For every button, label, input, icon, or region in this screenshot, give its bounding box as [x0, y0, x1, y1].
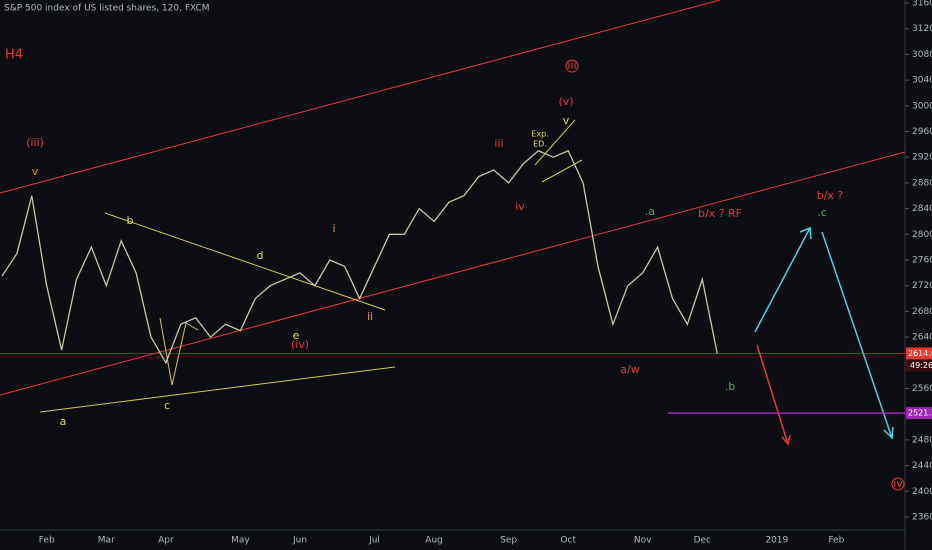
- y-tick-label: 3160.0: [912, 0, 932, 9]
- x-tick-label: Dec: [694, 536, 711, 546]
- y-tick-label: 2880.0: [912, 178, 932, 188]
- trend-line: [39, 366, 396, 413]
- wave-label: ii: [367, 310, 373, 323]
- x-tick-label: Aug: [425, 536, 443, 546]
- wave-label: (iv): [291, 338, 309, 351]
- wave-label: e: [293, 329, 300, 342]
- wave-label: v: [32, 165, 39, 178]
- wave-label: .b: [725, 380, 735, 393]
- wedge: [534, 119, 576, 166]
- price-label-box: [906, 347, 932, 360]
- chart-title: S&P 500 index of US listed shares, 120, …: [4, 4, 210, 14]
- countdown: 49:26: [910, 361, 932, 370]
- wave-label: (v): [558, 95, 573, 108]
- circle-mark: [891, 477, 905, 491]
- wave-label: .c: [817, 206, 827, 219]
- price-line: [1, 149, 718, 365]
- wave-label: v: [563, 114, 570, 127]
- x-tick-label: Nov: [634, 536, 652, 546]
- wave-label: a: [60, 415, 67, 428]
- projection-arrow: [756, 344, 789, 445]
- arrow-head: [799, 226, 812, 240]
- arrow-head: [781, 434, 791, 446]
- wave-label: iv: [893, 477, 903, 490]
- x-tick-label: Oct: [560, 536, 576, 546]
- wave-label: (iii): [26, 136, 44, 149]
- wave-label: iv: [515, 200, 525, 213]
- wave-label: .a: [645, 205, 655, 218]
- x-tick-label: Jun: [292, 536, 307, 546]
- trend-line: [104, 212, 386, 311]
- price-label: 2521.7: [908, 409, 932, 418]
- projection-arrow: [821, 231, 893, 439]
- y-tick-label: 2440.0: [912, 461, 932, 471]
- y-tick-label: 2760.0: [912, 256, 932, 266]
- x-tick-label: Jul: [368, 536, 380, 546]
- wave-label: Exp.: [531, 130, 548, 139]
- wave-label: ED.: [533, 140, 547, 149]
- y-tick-label: 2960.0: [912, 127, 932, 137]
- x-tick-label: Mar: [98, 536, 115, 546]
- price-label-box: [906, 407, 932, 420]
- x-tick-label: Sep: [500, 536, 517, 546]
- price-label: 2614.6: [908, 349, 932, 358]
- projection-arrow: [754, 227, 811, 333]
- wave-label: H4: [5, 48, 23, 63]
- x-tick-label: Feb: [828, 536, 844, 546]
- channel-line: [0, 151, 906, 396]
- wave-label: a/w: [620, 363, 639, 376]
- circle-mark: [565, 59, 579, 73]
- y-tick-label: 2560.0: [912, 384, 932, 394]
- wave-label: b/x ?: [817, 189, 844, 202]
- y-tick-label: 3120.0: [912, 24, 932, 34]
- x-tick-label: Feb: [39, 536, 55, 546]
- arrow-head: [883, 426, 894, 440]
- channel-line: [0, 0, 721, 194]
- x-tick-label: Apr: [158, 536, 174, 546]
- y-tick-label: 2800.0: [912, 230, 932, 240]
- wave-label: c: [164, 399, 170, 412]
- wave-label: b/x ? RF: [698, 207, 742, 220]
- y-tick-label: 3080.0: [912, 50, 932, 60]
- wave-label: b: [127, 214, 134, 227]
- x-tick-label: May: [231, 536, 250, 546]
- y-tick-label: 2400.0: [912, 487, 932, 497]
- wedge: [159, 317, 199, 386]
- wave-label: iii: [567, 59, 576, 72]
- y-tick-label: 2360.0: [912, 513, 932, 523]
- y-tick-label: 2840.0: [912, 204, 932, 214]
- y-tick-label: 3040.0: [912, 76, 932, 86]
- y-tick-label: 2640.0: [912, 333, 932, 343]
- drawings: [0, 0, 906, 491]
- y-tick-label: 3000.0: [912, 101, 932, 111]
- y-tick-label: 2480.0: [912, 435, 932, 445]
- y-tick-label: 2920.0: [912, 153, 932, 163]
- y-tick-label: 2720.0: [912, 281, 932, 291]
- countdown-box: [906, 359, 932, 372]
- wave-label: d: [257, 249, 264, 262]
- y-tick-label: 2680.0: [912, 307, 932, 317]
- x-tick-label: 2019: [765, 536, 788, 546]
- wave-label: iii: [494, 137, 503, 150]
- wedge: [541, 159, 583, 183]
- wave-label: i: [332, 222, 335, 235]
